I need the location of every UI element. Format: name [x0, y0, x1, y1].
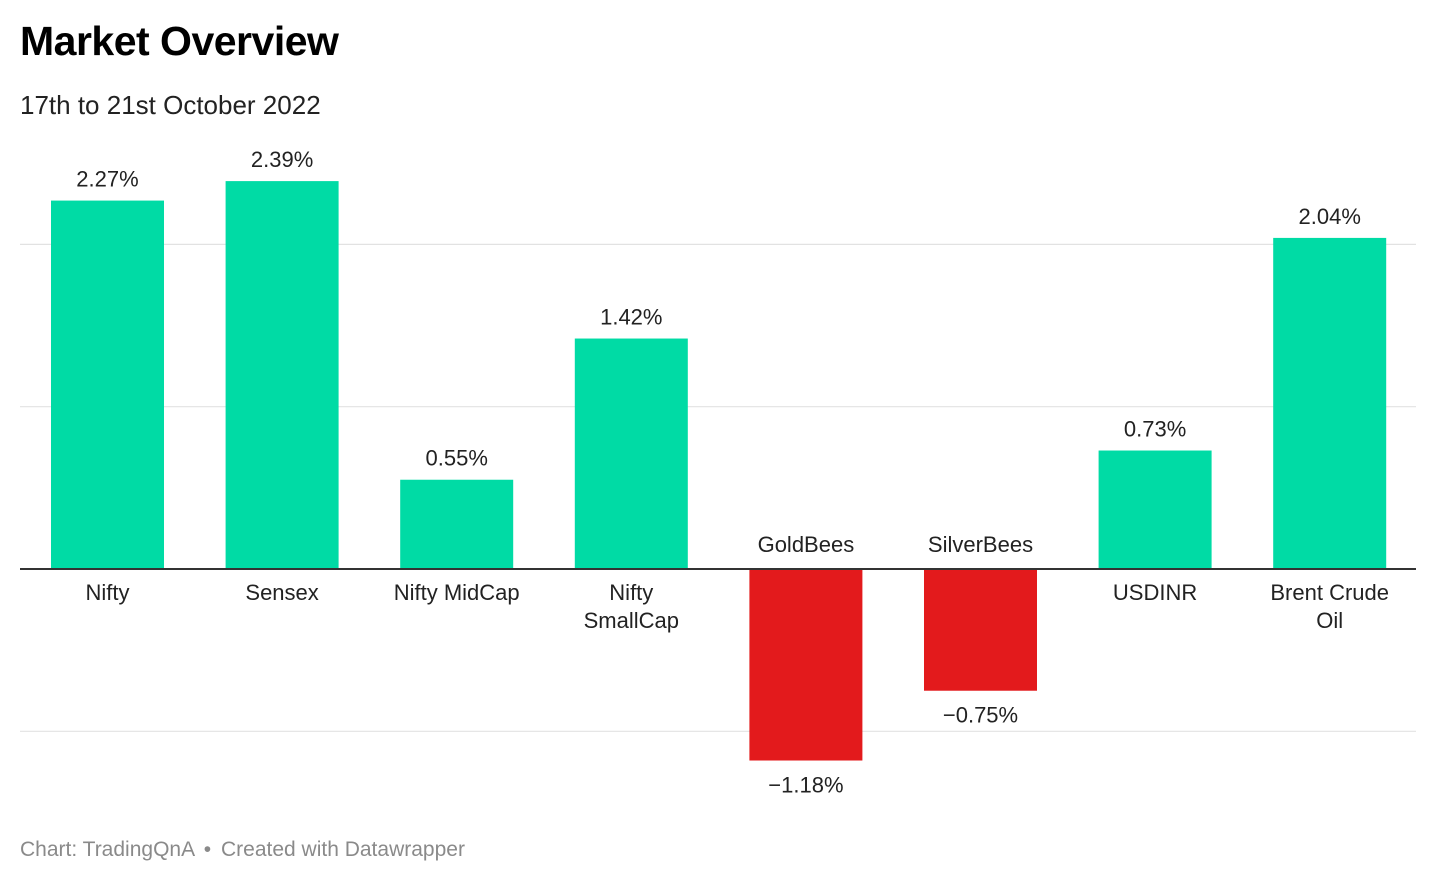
footer-separator: • — [203, 838, 212, 861]
value-label: 2.04% — [1299, 204, 1361, 229]
category-label: Brent Crude Oil — [1270, 580, 1389, 633]
value-label: 2.39% — [251, 147, 313, 172]
value-label: −0.75% — [943, 703, 1018, 728]
category-label: GoldBees — [758, 532, 855, 557]
bar — [1273, 237, 1387, 569]
bar — [924, 569, 1037, 691]
value-label: 0.55% — [426, 446, 488, 471]
value-label: 1.42% — [600, 305, 662, 330]
bar — [400, 479, 514, 569]
category-label: Nifty SmallCap — [584, 580, 679, 633]
category-label: USDINR — [1113, 580, 1197, 605]
value-label: 0.73% — [1124, 417, 1186, 442]
footer-credit: Created with Datawrapper — [220, 838, 465, 861]
footer-source: Chart: TradingQnA — [20, 838, 194, 861]
chart-footer: Chart: TradingQnA • Created with Datawra… — [20, 838, 465, 862]
category-label: Sensex — [245, 580, 318, 605]
category-label: Nifty — [86, 580, 130, 605]
value-label: −1.18% — [768, 773, 843, 798]
bar — [1098, 450, 1212, 569]
chart-subtitle: 17th to 21st October 2022 — [20, 90, 321, 120]
bar — [225, 181, 339, 569]
bar — [574, 338, 688, 569]
category-label: Nifty MidCap — [394, 580, 520, 605]
bar — [51, 200, 164, 570]
bar — [749, 569, 863, 761]
category-label: SilverBees — [928, 532, 1033, 557]
chart-title: Market Overview — [20, 18, 339, 64]
value-label: 2.27% — [76, 167, 138, 192]
